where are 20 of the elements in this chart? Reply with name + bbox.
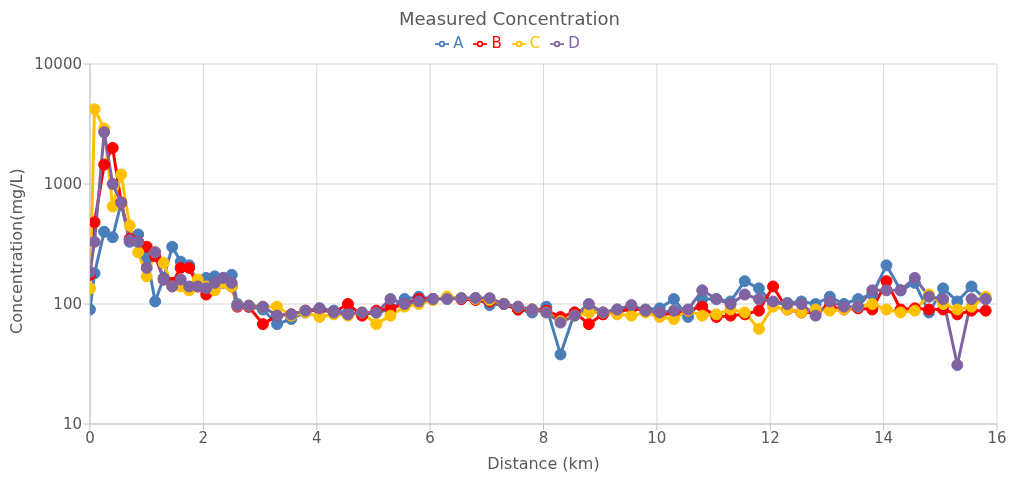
legend-label: D xyxy=(568,34,580,52)
y-tick-label: 10 xyxy=(62,415,82,434)
chart-title: Measured Concentration xyxy=(398,8,621,31)
y-tick-label: 10000 xyxy=(34,55,82,74)
x-tick-label: 6 xyxy=(425,428,435,447)
y-axis-title: Concentration(mg/L) xyxy=(6,168,26,334)
x-axis-title: Distance (km) xyxy=(487,454,600,473)
x-tick-label: 14 xyxy=(874,428,894,447)
x-tick-label: 10 xyxy=(647,428,667,447)
x-tick-label: 12 xyxy=(760,428,780,447)
legend-label: A xyxy=(453,34,464,52)
y-tick-label: 100 xyxy=(53,295,82,314)
x-tick-label: 2 xyxy=(198,428,209,447)
legend-label: B xyxy=(491,34,502,52)
x-tick-label: 4 xyxy=(311,428,322,447)
x-tick-label: 0 xyxy=(85,428,95,447)
x-tick-label: 16 xyxy=(987,428,1007,447)
y-tick-label: 1000 xyxy=(43,175,82,194)
x-tick-label: 8 xyxy=(538,428,549,447)
legend-label: C xyxy=(529,34,541,52)
